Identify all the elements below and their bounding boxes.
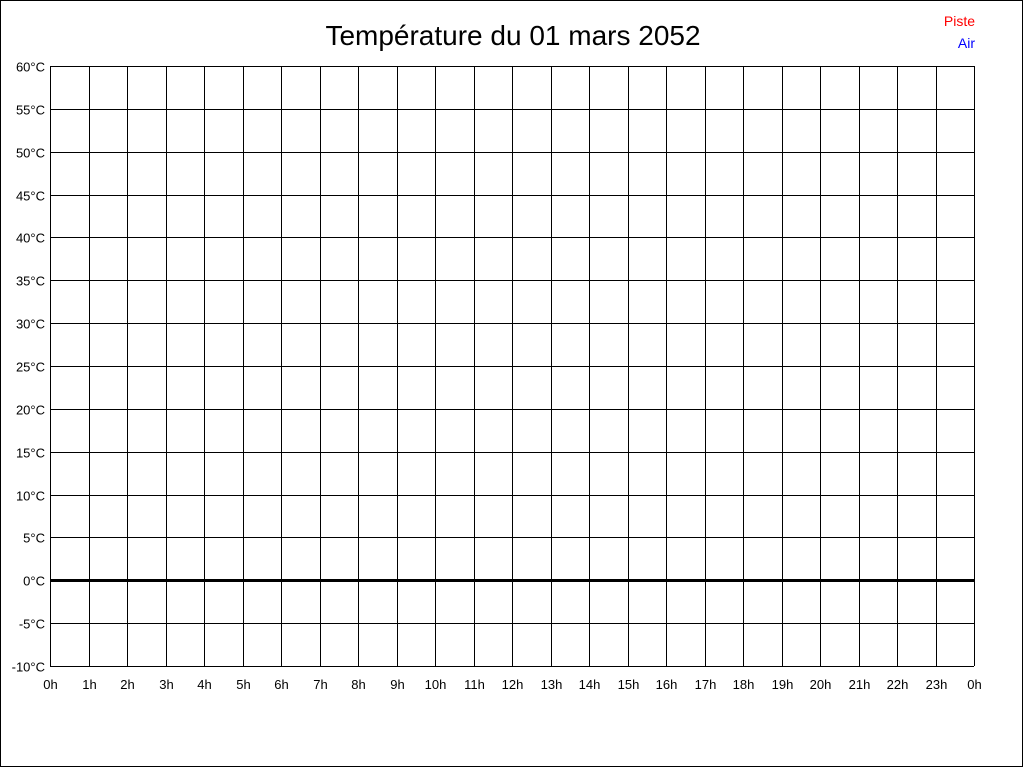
- grid: [50, 66, 975, 667]
- x-tick-label: 3h: [159, 677, 173, 692]
- x-tick-label: 6h: [274, 677, 288, 692]
- y-tick-label: -5°C: [19, 617, 45, 632]
- x-tick-label: 22h: [887, 677, 909, 692]
- x-tick-label: 11h: [464, 677, 485, 692]
- x-tick-label: 0h: [967, 677, 981, 692]
- y-tick-label: 40°C: [16, 231, 45, 246]
- y-tick-label: 30°C: [16, 317, 45, 332]
- y-tick-label: -10°C: [12, 660, 45, 675]
- y-tick-label: 45°C: [16, 189, 45, 204]
- y-tick-label: 35°C: [16, 274, 45, 289]
- x-tick-label: 19h: [772, 677, 794, 692]
- legend: Piste Air: [944, 13, 975, 51]
- y-axis-labels: 60°C 55°C 50°C 45°C 40°C 35°C 30°C 25°C 20°C 15°C…: [12, 60, 45, 675]
- x-tick-label: 2h: [120, 677, 134, 692]
- y-tick-label: 10°C: [16, 489, 45, 504]
- x-tick-label: 15h: [618, 677, 640, 692]
- x-tick-label: 12h: [502, 677, 524, 692]
- x-tick-label: 9h: [390, 677, 404, 692]
- x-tick-label: 21h: [849, 677, 871, 692]
- x-axis-labels: 0h 1h 2h 3h 4h 5h 6h 7h 8h 9h 10h 11h 12h 13h 14h 15h 16…: [43, 677, 981, 692]
- x-tick-label: 23h: [926, 677, 948, 692]
- y-tick-label: 55°C: [16, 103, 45, 118]
- x-tick-label: 1h: [82, 677, 96, 692]
- legend-item-piste: Piste: [944, 13, 975, 29]
- x-tick-label: 10h: [425, 677, 447, 692]
- legend-item-air: Air: [958, 35, 975, 51]
- y-tick-label: 20°C: [16, 403, 45, 418]
- x-tick-label: 5h: [236, 677, 250, 692]
- y-tick-label: 0°C: [23, 574, 45, 589]
- x-tick-label: 8h: [351, 677, 365, 692]
- x-tick-label: 7h: [313, 677, 327, 692]
- x-tick-label: 14h: [579, 677, 601, 692]
- x-tick-label: 13h: [541, 677, 563, 692]
- x-tick-label: 0h: [43, 677, 57, 692]
- y-tick-label: 50°C: [16, 146, 45, 161]
- x-tick-label: 4h: [197, 677, 211, 692]
- x-tick-label: 18h: [733, 677, 755, 692]
- chart-title: Température du 01 mars 2052: [325, 20, 700, 51]
- x-tick-label: 16h: [656, 677, 678, 692]
- x-tick-label: 20h: [810, 677, 832, 692]
- x-tick-label: 17h: [695, 677, 717, 692]
- y-tick-label: 60°C: [16, 60, 45, 75]
- y-tick-label: 5°C: [23, 531, 45, 546]
- y-tick-label: 25°C: [16, 360, 45, 375]
- y-tick-label: 15°C: [16, 446, 45, 461]
